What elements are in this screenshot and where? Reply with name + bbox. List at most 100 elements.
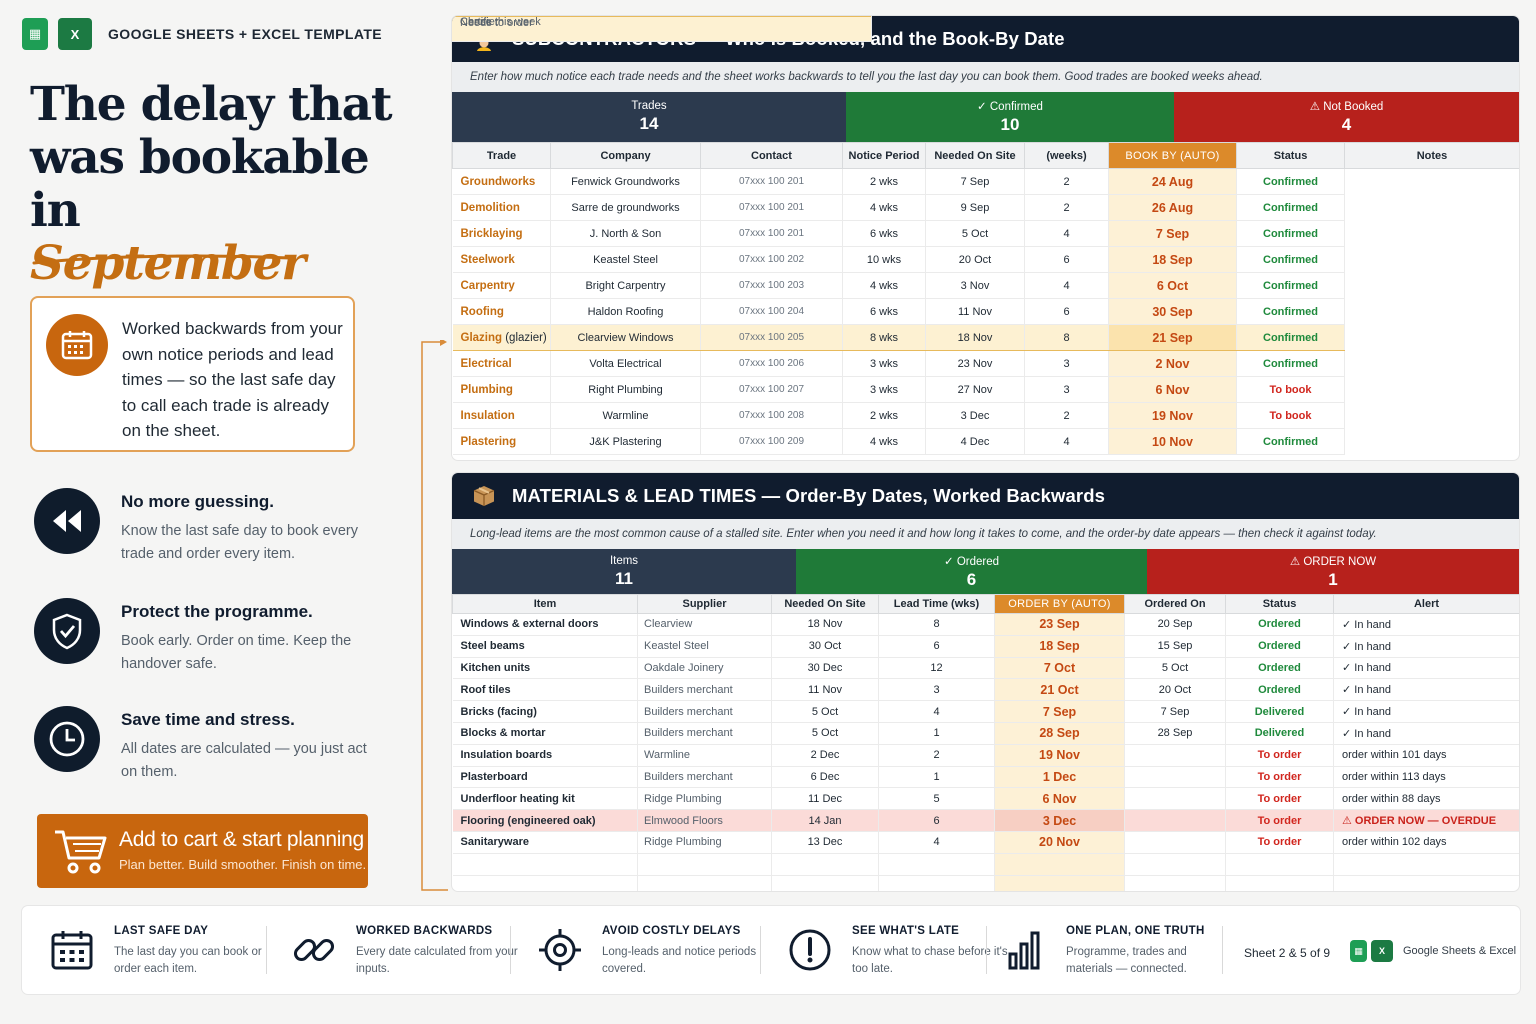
empty-cell[interactable] — [1124, 853, 1226, 876]
cell-alert[interactable]: ✓ In hand — [1333, 700, 1519, 723]
cell-item[interactable]: Roof tiles — [452, 678, 638, 702]
cell-weeks[interactable]: 6 — [1024, 298, 1109, 325]
cell-status[interactable]: Confirmed — [1236, 324, 1345, 351]
add-to-cart-button[interactable]: Add to cart & start planning Plan better… — [37, 814, 368, 888]
cell-notice[interactable]: 4 wks — [842, 272, 926, 299]
cell-status[interactable]: To order — [1225, 766, 1334, 789]
cell-item[interactable]: Underfloor heating kit — [452, 787, 638, 811]
cell-status[interactable]: Ordered — [1225, 678, 1334, 702]
cell-needed[interactable]: 9 Sep — [925, 194, 1025, 221]
cell-book-by[interactable]: 7 Sep — [1108, 220, 1237, 247]
cell-status[interactable]: Ordered — [1225, 635, 1334, 658]
table-row[interactable]: Steelwork Keastel Steel 07xxx 100 202 10 wk… — [452, 16, 1520, 273]
column-header[interactable]: Needed On Site — [771, 594, 879, 614]
cell-item[interactable]: Kitchen units — [452, 657, 638, 680]
cell-needed[interactable]: 3 Nov — [925, 272, 1025, 299]
cell-contact[interactable]: 07xxx 100 201 — [700, 194, 843, 221]
empty-cell[interactable] — [1225, 853, 1334, 876]
column-header[interactable]: Lead Time (wks) — [878, 594, 995, 614]
cell-ordered-on[interactable]: 28 Sep — [1124, 722, 1226, 745]
column-header-auto[interactable]: BOOK BY (AUTO) — [1108, 142, 1237, 169]
cell-needed[interactable]: 27 Nov — [925, 376, 1025, 403]
cell-status[interactable]: Confirmed — [1236, 194, 1345, 221]
cell-order-by[interactable]: 3 Dec — [994, 809, 1125, 832]
cell-order-by[interactable]: 21 Oct — [994, 678, 1125, 702]
cell-order-by[interactable]: 23 Sep — [994, 613, 1125, 636]
table-row[interactable]: Electrical Volta Electrical 07xxx 100 206 3… — [452, 16, 1520, 377]
cell-status[interactable]: Confirmed — [1236, 350, 1345, 377]
cell-alert[interactable]: ✓ In hand — [1333, 722, 1519, 745]
cell-weeks[interactable]: 3 — [1024, 350, 1109, 377]
cell-contact[interactable]: 07xxx 100 207 — [700, 376, 843, 403]
cell-needed[interactable]: 23 Nov — [925, 350, 1025, 377]
cell-ordered-on[interactable]: 20 Sep — [1124, 613, 1226, 636]
cell-notice[interactable]: 2 wks — [842, 168, 926, 195]
column-header[interactable]: Company — [550, 142, 701, 169]
cell-company[interactable]: J&K Plastering — [550, 428, 701, 455]
empty-row[interactable] — [452, 875, 1519, 891]
cell-needed[interactable]: 6 Dec — [771, 766, 879, 789]
empty-cell[interactable] — [878, 853, 995, 876]
cell-ordered-on[interactable] — [1124, 766, 1226, 789]
empty-cell[interactable] — [771, 853, 879, 876]
cell-needed[interactable]: 18 Nov — [925, 324, 1025, 351]
column-header[interactable]: Supplier — [637, 594, 772, 614]
empty-cell[interactable] — [1333, 853, 1519, 876]
column-header[interactable]: Notice Period — [842, 142, 926, 169]
empty-cell[interactable] — [637, 853, 772, 876]
table-row[interactable]: Carpentry Bright Carpentry 07xxx 100 203 4 … — [452, 16, 1520, 299]
column-header[interactable]: (weeks) — [1024, 142, 1109, 169]
cell-trade[interactable]: Groundworks — [452, 168, 551, 195]
cell-trade[interactable]: Insulation — [452, 402, 551, 429]
table-row[interactable]: Groundworks Fenwick Groundworks 07xxx 100 … — [452, 16, 1520, 195]
cell-needed[interactable]: 2 Dec — [771, 744, 879, 767]
cell-supplier[interactable]: Keastel Steel — [637, 635, 772, 658]
cell-ordered-on[interactable] — [1124, 787, 1226, 811]
table-row[interactable]: Demolition Sarre de groundworks 07xxx 100 … — [452, 16, 1520, 221]
cell-weeks[interactable]: 3 — [1024, 376, 1109, 403]
cell-status[interactable]: Delivered — [1225, 700, 1334, 723]
column-header[interactable]: Status — [1236, 142, 1345, 169]
table-row[interactable]: Insulation boards Warmline 2 Dec 2 19 Nov To … — [452, 744, 1519, 767]
cell-alert[interactable]: ✓ In hand — [1333, 678, 1519, 702]
cell-weeks[interactable]: 4 — [1024, 272, 1109, 299]
table-row[interactable]: Sanitaryware Ridge Plumbing 13 Dec 4 20 Nov T… — [452, 831, 1519, 854]
cell-status[interactable]: To order — [1225, 787, 1334, 811]
cell-lead-time[interactable]: 6 — [878, 809, 995, 832]
cell-needed[interactable]: 13 Dec — [771, 831, 879, 854]
cell-book-by[interactable]: 18 Sep — [1108, 246, 1237, 273]
table-row[interactable]: Kitchen units Oakdale Joinery 30 Dec 12 7 Oc… — [452, 657, 1519, 680]
cell-notice[interactable]: 3 wks — [842, 350, 926, 377]
cell-alert[interactable]: order within 113 days — [1333, 766, 1519, 789]
empty-cell[interactable] — [1333, 875, 1519, 891]
cell-company[interactable]: Right Plumbing — [550, 376, 701, 403]
cell-supplier[interactable]: Clearview — [637, 613, 772, 636]
column-header[interactable]: Ordered On — [1124, 594, 1226, 614]
cell-needed[interactable]: 11 Dec — [771, 787, 879, 811]
cell-company[interactable]: Clearview Windows — [550, 324, 701, 351]
cell-needed[interactable]: 5 Oct — [925, 220, 1025, 247]
cell-alert[interactable]: ⚠ ORDER NOW — OVERDUE — [1333, 809, 1519, 832]
cell-trade[interactable]: Roofing — [452, 298, 551, 325]
cell-supplier[interactable]: Elmwood Floors — [637, 809, 772, 832]
cell-notes[interactable]: Needs to order — [452, 16, 872, 42]
cell-needed[interactable]: 11 Nov — [925, 298, 1025, 325]
cell-lead-time[interactable]: 3 — [878, 678, 995, 702]
cell-order-by[interactable]: 18 Sep — [994, 635, 1125, 658]
cell-alert[interactable]: ✓ In hand — [1333, 635, 1519, 658]
empty-cell[interactable] — [452, 875, 638, 891]
column-header[interactable]: Trade — [452, 142, 551, 169]
cell-ordered-on[interactable]: 15 Sep — [1124, 635, 1226, 658]
cell-status[interactable]: To order — [1225, 831, 1334, 854]
cell-notice[interactable]: 2 wks — [842, 402, 926, 429]
table-row[interactable]: Bricklaying J. North & Son 07xxx 100 201 6 … — [452, 16, 1520, 247]
cell-weeks[interactable]: 4 — [1024, 220, 1109, 247]
cell-alert[interactable]: order within 101 days — [1333, 744, 1519, 767]
cell-lead-time[interactable]: 4 — [878, 831, 995, 854]
cell-order-by[interactable]: 1 Dec — [994, 766, 1125, 789]
column-header-auto[interactable]: ORDER BY (AUTO) — [994, 594, 1125, 614]
cell-notice[interactable]: 6 wks — [842, 220, 926, 247]
cell-book-by[interactable]: 10 Nov — [1108, 428, 1237, 455]
cell-supplier[interactable]: Builders merchant — [637, 700, 772, 723]
empty-cell[interactable] — [1225, 875, 1334, 891]
